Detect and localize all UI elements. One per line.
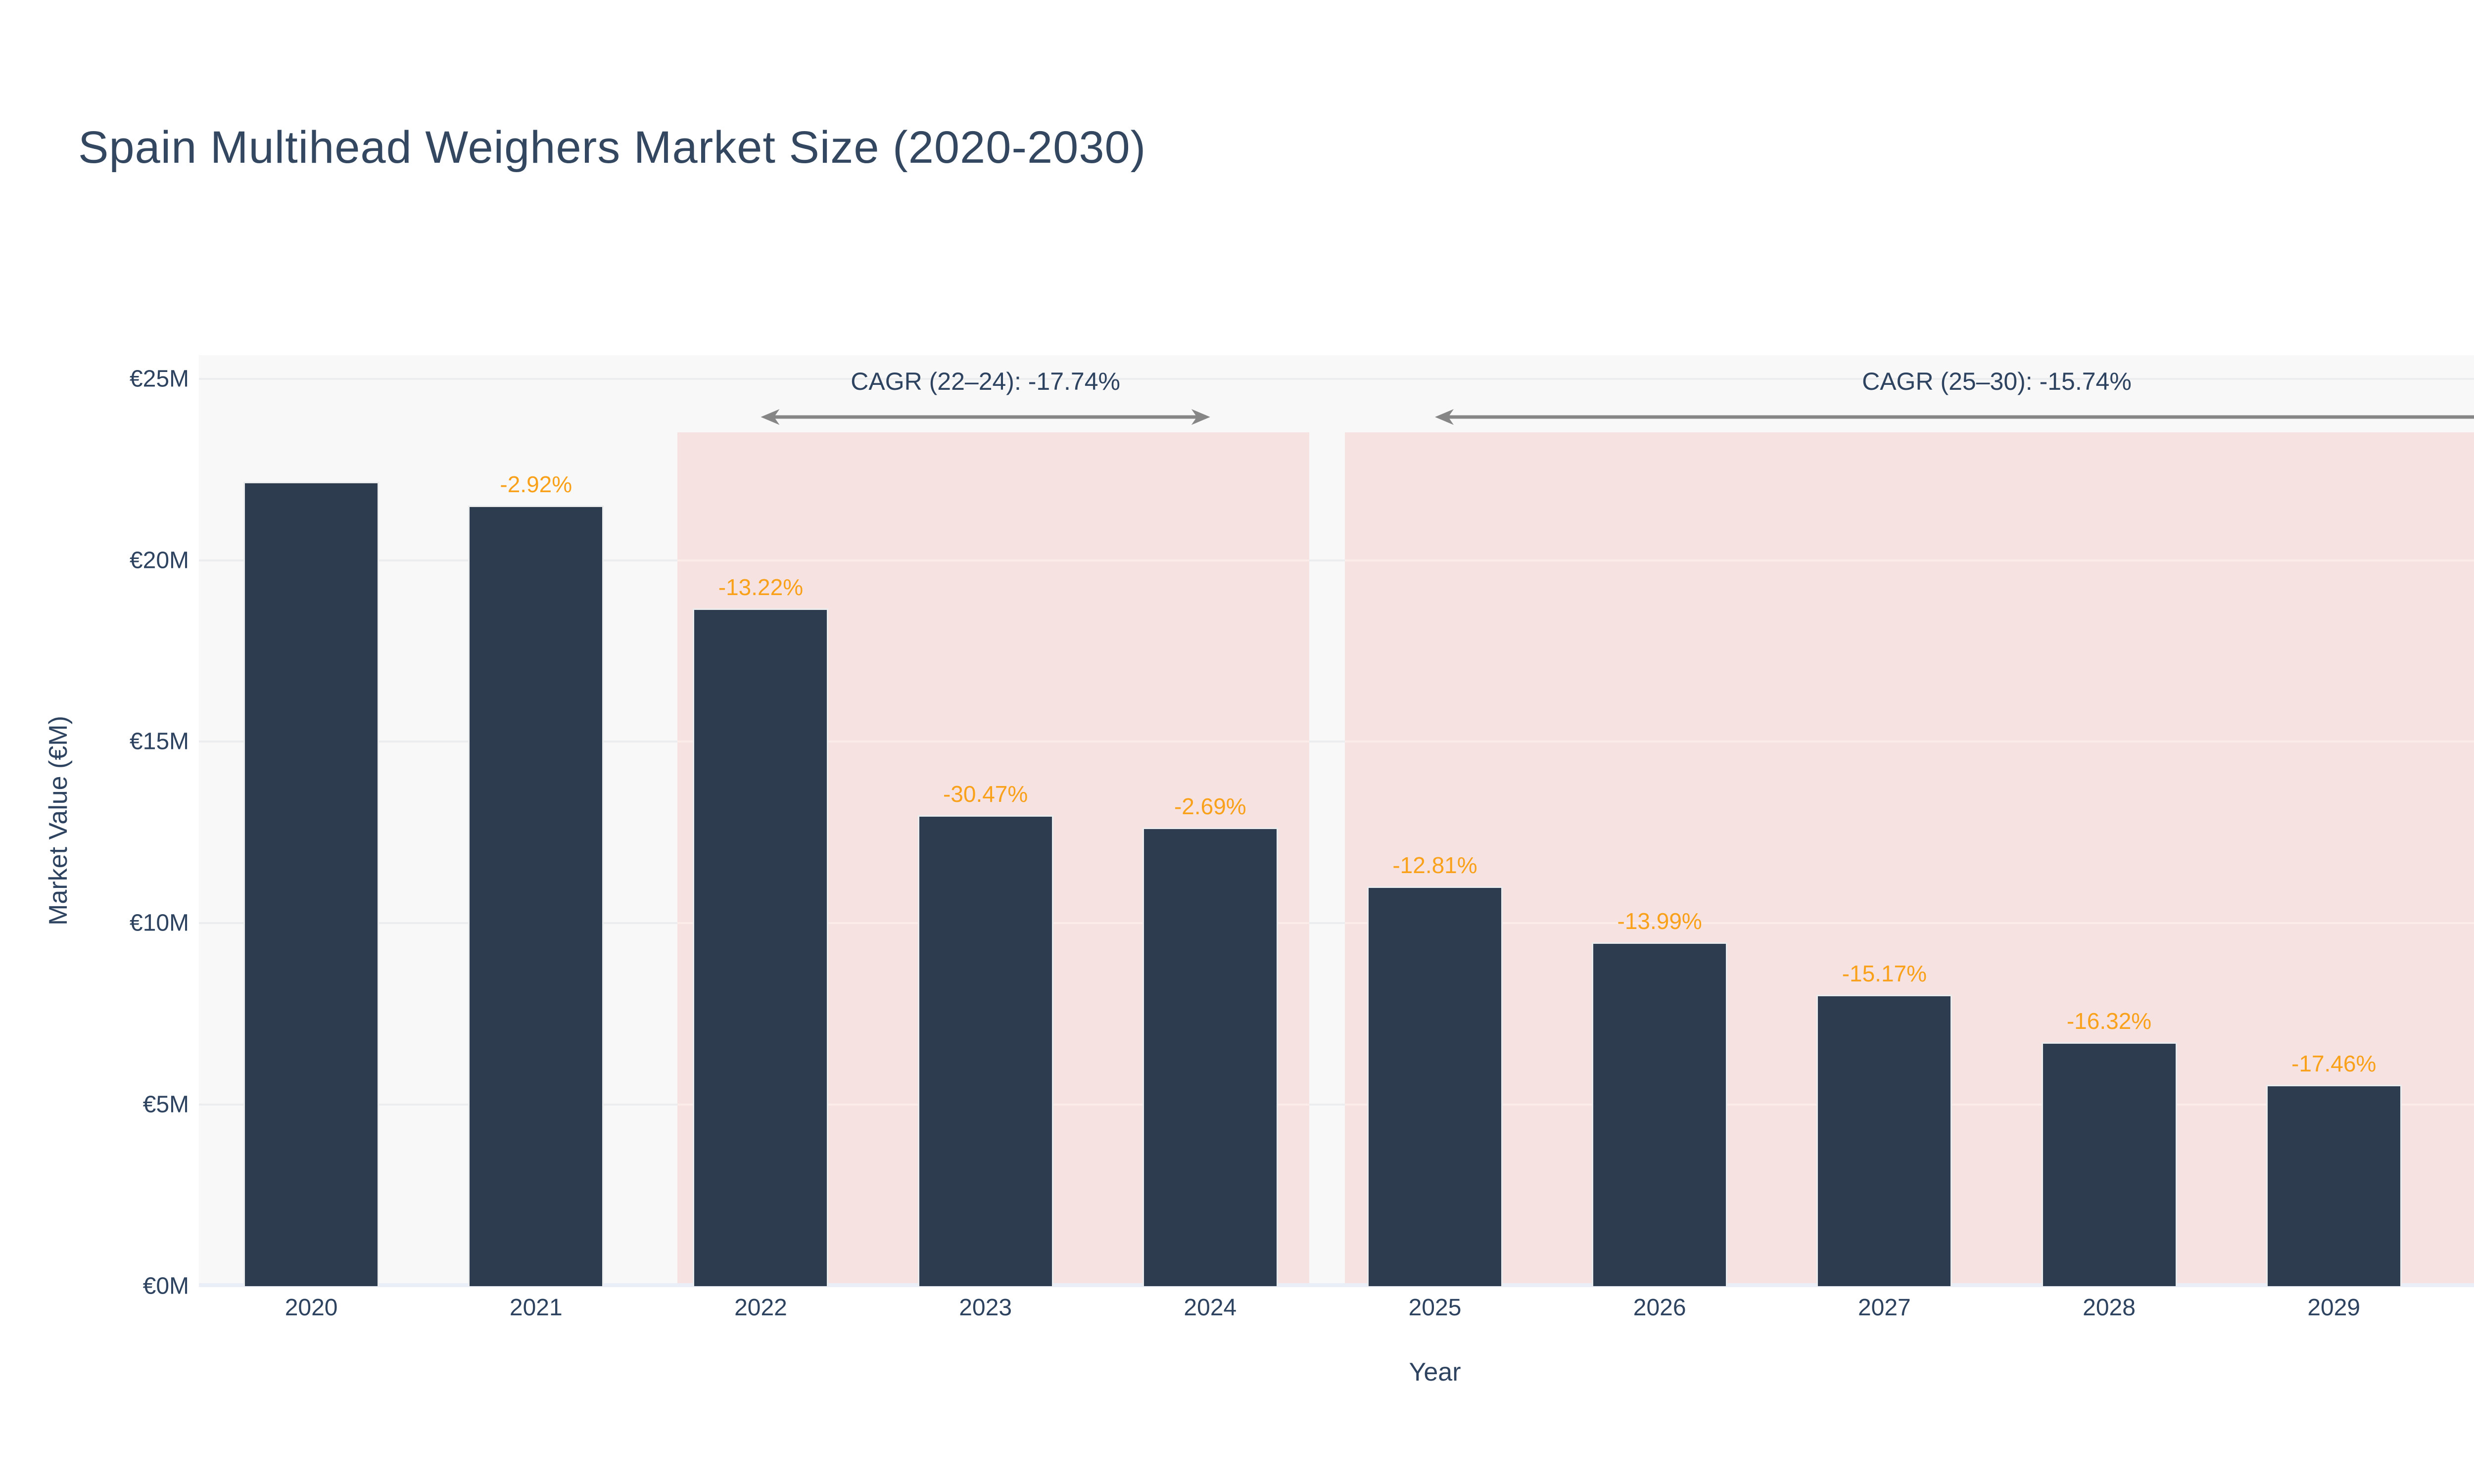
x-axis-title: Year <box>1409 1358 1461 1387</box>
x-tick-label-2023: 2023 <box>959 1295 1012 1321</box>
y-tick-label: €15M <box>129 728 189 755</box>
bar-2022[interactable] <box>693 608 829 1286</box>
gridline <box>199 741 2474 743</box>
y-tick-label: €20M <box>129 547 189 574</box>
y-tick-label: €0M <box>143 1273 189 1299</box>
cagr-annotation: CAGR (25–30): -15.74% <box>1862 368 2132 395</box>
bar-change-label: -2.92% <box>500 471 572 497</box>
cagr-annotation: CAGR (22–24): -17.74% <box>851 368 1120 395</box>
bar-2028[interactable] <box>2041 1042 2177 1286</box>
bar-change-label: -17.46% <box>2291 1050 2377 1076</box>
bar-2029[interactable] <box>2266 1084 2402 1286</box>
bar-2026[interactable] <box>1592 942 1728 1286</box>
x-tick-label-2020: 2020 <box>285 1295 338 1321</box>
zero-line <box>199 1283 2474 1287</box>
y-axis-title: Market Value (€M) <box>44 716 73 926</box>
gridline <box>199 1104 2474 1106</box>
gridline <box>199 377 2474 380</box>
y-tick-label: €10M <box>129 910 189 936</box>
bar-change-label: -16.32% <box>2066 1008 2152 1034</box>
chart-title: Spain Multihead Weighers Market Size (20… <box>78 122 1146 173</box>
x-tick-label-2024: 2024 <box>1184 1295 1237 1321</box>
bar-2027[interactable] <box>1816 994 1952 1286</box>
band-gridline <box>1345 559 2474 561</box>
x-tick-label-2026: 2026 <box>1633 1295 1686 1321</box>
gridline <box>199 559 2474 561</box>
bar-change-label: -12.81% <box>1392 852 1477 879</box>
band-gridline <box>677 741 1309 743</box>
x-tick-label-2029: 2029 <box>2307 1295 2361 1321</box>
bar-2023[interactable] <box>917 815 1053 1286</box>
bar-2024[interactable] <box>1142 828 1278 1286</box>
x-tick-label-2022: 2022 <box>734 1295 787 1321</box>
gridline <box>199 922 2474 925</box>
band-gridline <box>1345 741 2474 743</box>
bar-change-label: -13.99% <box>1617 908 1702 934</box>
band-gridline <box>677 559 1309 561</box>
band-gridline <box>1345 922 2474 925</box>
x-tick-label-2021: 2021 <box>509 1295 563 1321</box>
x-tick-label-2027: 2027 <box>1857 1295 1911 1321</box>
y-tick-label: €25M <box>129 366 189 392</box>
x-tick-label-2025: 2025 <box>1408 1295 1462 1321</box>
x-tick-label-2028: 2028 <box>2083 1295 2136 1321</box>
y-tick-label: €5M <box>143 1091 189 1118</box>
bar-change-label: -13.22% <box>718 574 804 601</box>
bar-2025[interactable] <box>1367 886 1503 1286</box>
bar-change-label: -30.47% <box>943 781 1028 807</box>
bar-change-label: -2.69% <box>1174 793 1246 820</box>
plot-area: -2.92% -13.22% -30.47% -2.69% -12.81% -13.99%… <box>199 355 2474 1287</box>
bar-2020[interactable] <box>243 482 380 1286</box>
bar-2021[interactable] <box>468 505 604 1286</box>
bar-change-label: -15.17% <box>1842 960 1927 986</box>
